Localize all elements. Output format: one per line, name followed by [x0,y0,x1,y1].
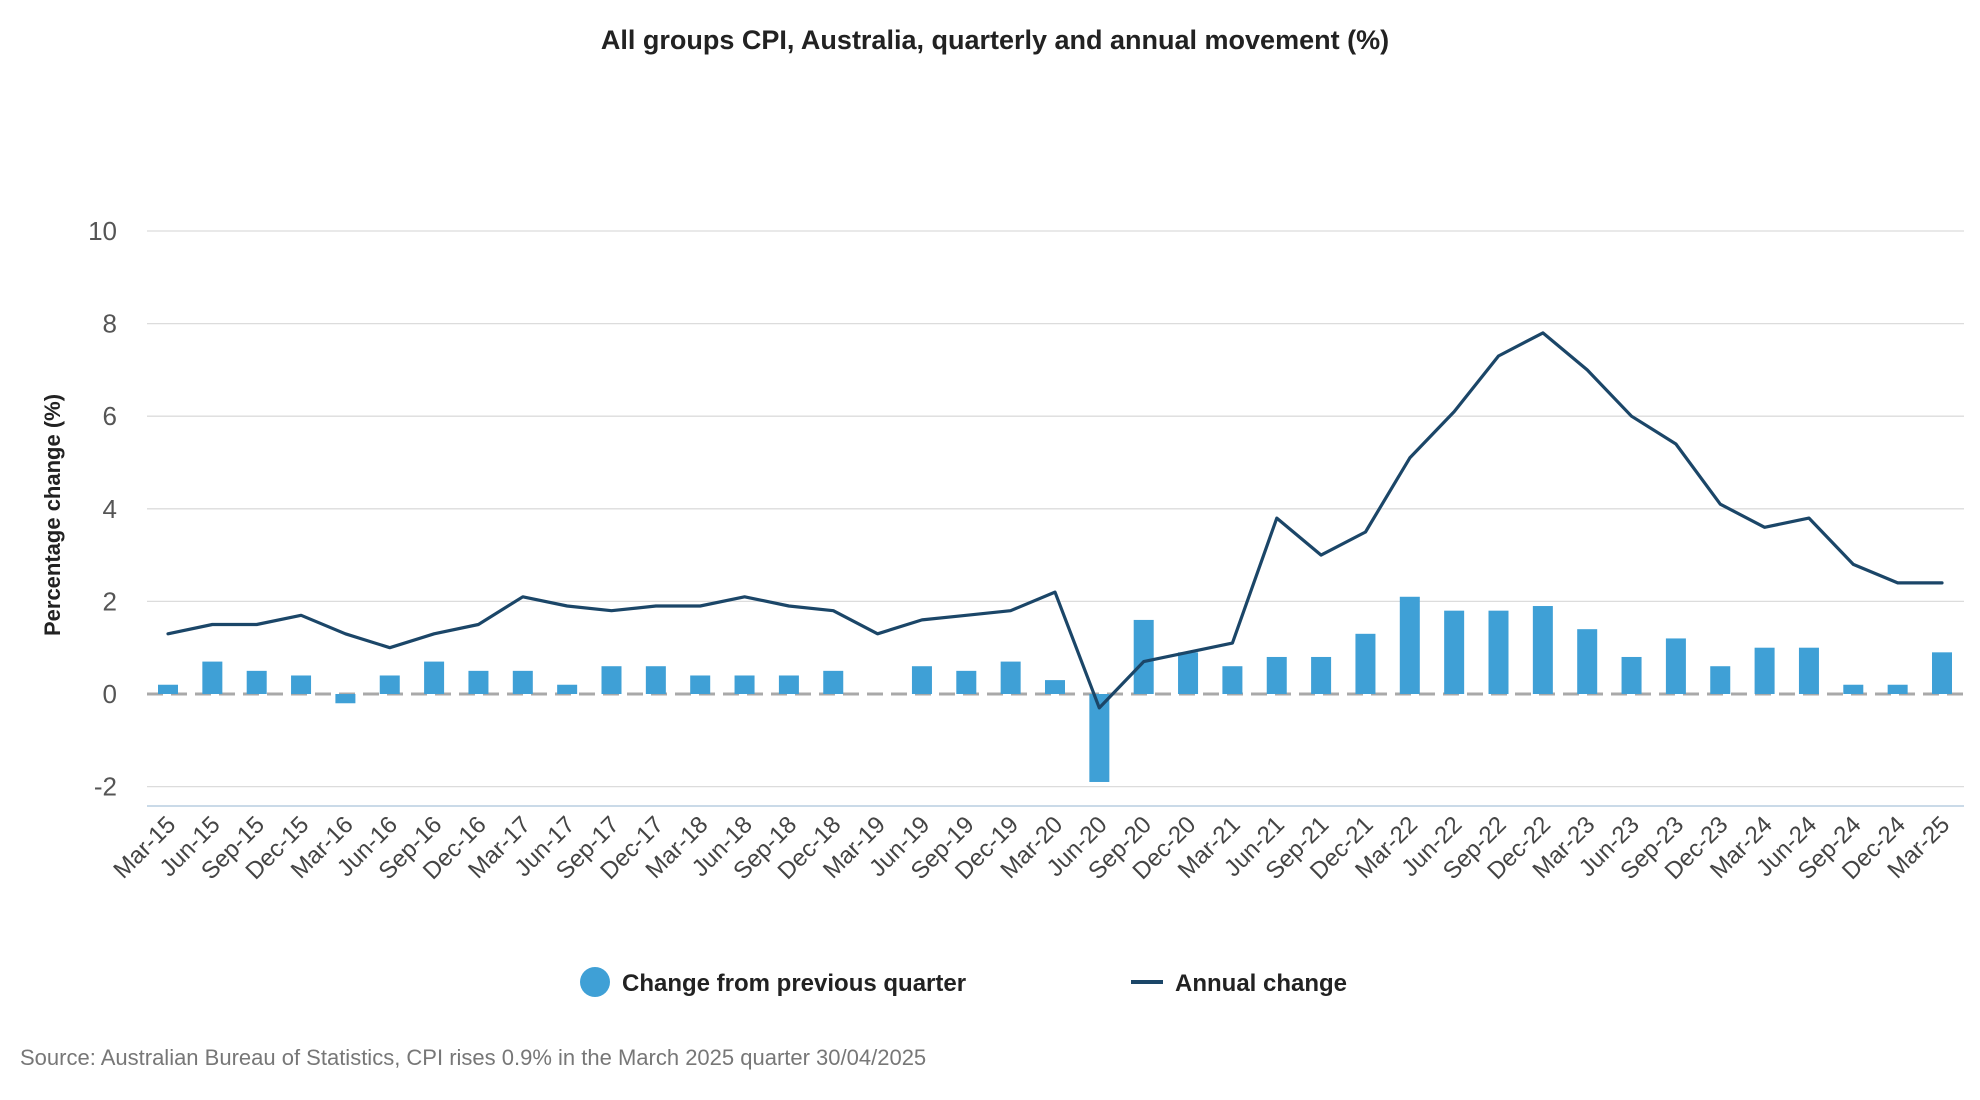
line-series [166,331,1944,710]
bar-series [158,596,1952,782]
bar-sep-23 [1665,638,1686,694]
legend-bar-swatch [580,967,610,997]
y-tick-label: -2 [94,772,117,802]
y-tick-label: 6 [103,401,117,431]
bar-mar-20 [1045,680,1065,694]
bar-jun-19 [911,666,932,694]
bar-sep-20 [1133,619,1154,694]
y-tick-label: 10 [88,216,117,246]
source-note: Source: Australian Bureau of Statistics,… [20,1045,926,1070]
bar-dec-21 [1355,633,1376,694]
bar-jun-15 [202,661,223,694]
bar-dec-18 [823,670,844,694]
bar-dec-17 [645,666,666,694]
bar-sep-22 [1488,610,1509,694]
y-axis-ticks: 10 8 6 4 2 0 -2 [88,216,117,802]
bar-mar-23 [1577,629,1598,694]
gridlines [147,230,1964,788]
y-tick-label: 2 [103,586,117,616]
y-tick-label: 8 [103,309,117,339]
legend: Change from previous quarter Annual chan… [580,967,1347,997]
bar-mar-17 [512,670,533,694]
bar-sep-24 [1843,684,1864,694]
bar-dec-15 [291,675,312,694]
bar-mar-25 [1932,652,1952,694]
bar-sep-21 [1311,656,1332,694]
bar-dec-23 [1710,666,1731,694]
bar-sep-15 [246,670,267,694]
bar-dec-20 [1178,652,1199,694]
bar-jun-16 [379,675,400,694]
bar-jun-17 [557,684,578,694]
bar-mar-16 [335,694,356,704]
bar-dec-22 [1532,606,1553,694]
x-axis-ticks: Mar-15Jun-15Sep-15Dec-15Mar-16Jun-16Sep-… [108,811,1955,885]
bar-jun-21 [1266,656,1287,694]
bar-sep-18 [778,675,799,694]
legend-bar-label: Change from previous quarter [622,970,966,997]
legend-line-label: Annual change [1175,970,1347,997]
bar-dec-19 [1000,661,1021,694]
chart-title: All groups CPI, Australia, quarterly and… [601,25,1389,55]
y-axis-title: Percentage change (%) [40,394,65,636]
y-tick-label: 0 [103,679,117,709]
bar-mar-18 [690,675,711,694]
bar-mar-22 [1399,596,1420,694]
bar-jun-18 [734,675,755,694]
bar-jun-20 [1089,694,1110,782]
bar-mar-15 [158,684,178,694]
bar-jun-22 [1444,610,1465,694]
bar-dec-24 [1887,684,1908,694]
bar-sep-16 [424,661,445,694]
y-tick-label: 4 [103,494,117,524]
bar-jun-24 [1798,647,1819,694]
bar-mar-24 [1754,647,1775,694]
bar-dec-16 [468,670,489,694]
bar-sep-17 [601,666,622,694]
bar-jun-23 [1621,656,1642,694]
bar-sep-19 [956,670,977,694]
bar-mar-21 [1222,666,1243,694]
